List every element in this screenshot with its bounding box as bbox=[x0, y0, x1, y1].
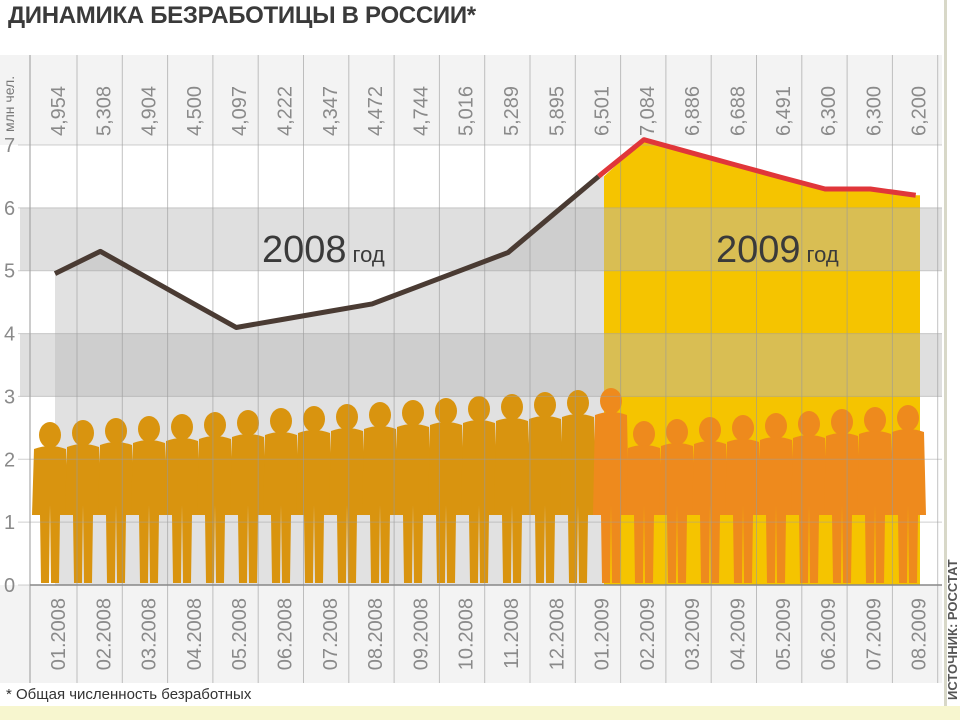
footnote: * Общая численность безработных bbox=[6, 686, 252, 703]
person-silhouette-23 bbox=[791, 411, 827, 583]
x-tick-label: 02.2008 bbox=[93, 598, 115, 670]
date-footer-bg bbox=[0, 585, 942, 683]
person-silhouette-6 bbox=[230, 410, 266, 583]
chart-title: ДИНАМИКА БЕЗРАБОТИЦЫ В РОССИИ* bbox=[8, 2, 476, 29]
person-silhouette-9 bbox=[329, 404, 365, 583]
value-header-bg bbox=[0, 55, 942, 145]
data-label: 5,289 bbox=[501, 86, 523, 136]
y-tick-label: 4 bbox=[4, 324, 15, 346]
data-label: 5,016 bbox=[456, 86, 478, 136]
person-silhouette-20 bbox=[692, 417, 728, 583]
data-label: 6,491 bbox=[773, 86, 795, 136]
person-silhouette-10 bbox=[362, 402, 398, 583]
bottom-band bbox=[0, 706, 960, 720]
data-label: 6,300 bbox=[863, 86, 885, 136]
year-annotation: 2009 год bbox=[716, 229, 839, 271]
data-label: 4,500 bbox=[184, 86, 206, 136]
person-silhouette-26 bbox=[890, 405, 926, 583]
page-border bbox=[944, 0, 947, 720]
person-silhouette-2 bbox=[98, 418, 134, 583]
data-label: 4,347 bbox=[320, 86, 342, 136]
x-tick-label: 08.2008 bbox=[365, 598, 387, 670]
person-silhouette-4 bbox=[164, 414, 200, 583]
x-tick-label: 05.2009 bbox=[773, 598, 795, 670]
person-silhouette-22 bbox=[758, 413, 794, 583]
y-tick-label: 0 bbox=[4, 575, 15, 597]
person-silhouette-5 bbox=[197, 412, 233, 583]
person-silhouette-18 bbox=[626, 421, 662, 583]
x-tick-label: 12.2008 bbox=[546, 598, 568, 670]
y-tick-label: 7 bbox=[4, 135, 15, 157]
x-tick-label: 02.2009 bbox=[637, 598, 659, 670]
x-tick-label: 11.2008 bbox=[501, 598, 523, 669]
data-label: 4,904 bbox=[139, 86, 161, 136]
person-silhouette-0 bbox=[32, 422, 68, 583]
series-line-2009 bbox=[597, 137, 917, 198]
x-tick-label: 04.2008 bbox=[184, 598, 206, 670]
data-label: 4,097 bbox=[229, 86, 251, 136]
x-tick-label: 10.2008 bbox=[456, 598, 478, 670]
data-label: 6,886 bbox=[682, 86, 704, 136]
x-tick-label: 01.2009 bbox=[592, 598, 614, 670]
person-silhouette-7 bbox=[263, 408, 299, 583]
band-1 bbox=[20, 333, 942, 397]
person-silhouette-15 bbox=[527, 392, 563, 583]
data-label: 4,744 bbox=[410, 86, 432, 136]
data-label: 6,200 bbox=[909, 86, 931, 136]
x-tick-label: 06.2008 bbox=[275, 598, 297, 670]
source-label: ИСТОЧНИК: РОССТАТ bbox=[945, 559, 960, 700]
data-label: 4,954 bbox=[48, 86, 70, 136]
person-silhouette-17 bbox=[593, 388, 629, 583]
x-tick-label: 04.2009 bbox=[728, 598, 750, 670]
series-line-2008 bbox=[53, 174, 601, 330]
y-tick-label: 6 bbox=[4, 198, 15, 220]
data-label: 4,472 bbox=[365, 86, 387, 136]
person-silhouette-8 bbox=[296, 406, 332, 583]
x-tick-label: 01.2008 bbox=[48, 598, 70, 670]
person-silhouette-21 bbox=[725, 415, 761, 583]
y-tick-label: 3 bbox=[4, 386, 15, 408]
y-tick-label: 2 bbox=[4, 449, 15, 471]
x-tick-label: 03.2008 bbox=[139, 598, 161, 670]
person-silhouette-11 bbox=[395, 400, 431, 583]
y-tick-label: 1 bbox=[4, 512, 15, 534]
x-tick-label: 09.2008 bbox=[410, 598, 432, 670]
data-label: 5,308 bbox=[93, 86, 115, 136]
data-label: 6,688 bbox=[728, 86, 750, 136]
x-tick-label: 07.2008 bbox=[320, 598, 342, 670]
x-tick-label: 08.2009 bbox=[909, 598, 931, 670]
data-label: 4,222 bbox=[275, 86, 297, 136]
person-silhouette-19 bbox=[659, 419, 695, 583]
y-axis-label: млн чел. bbox=[1, 76, 17, 132]
x-tick-label: 05.2008 bbox=[229, 598, 251, 670]
x-tick-label: 03.2009 bbox=[682, 598, 704, 670]
data-label: 5,895 bbox=[546, 86, 568, 136]
data-label: 6,300 bbox=[818, 86, 840, 136]
person-silhouette-25 bbox=[857, 407, 893, 583]
data-label: 7,084 bbox=[637, 86, 659, 136]
x-tick-label: 07.2009 bbox=[863, 598, 885, 670]
data-label: 6,501 bbox=[592, 86, 614, 136]
y-tick-label: 5 bbox=[4, 261, 15, 283]
x-tick-label: 06.2009 bbox=[818, 598, 840, 670]
person-silhouette-3 bbox=[131, 416, 167, 583]
person-silhouette-12 bbox=[428, 398, 464, 583]
